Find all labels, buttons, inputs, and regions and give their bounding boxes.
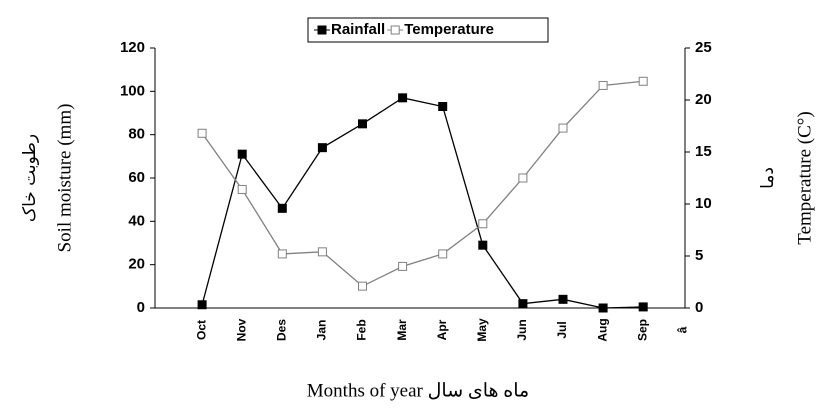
x-tick-label: Aug xyxy=(595,318,609,341)
legend-box xyxy=(307,17,549,43)
x-tick-label: May xyxy=(475,318,489,342)
y-tick-label: 80 xyxy=(128,126,145,143)
y-tick-label: 0 xyxy=(137,299,145,316)
point xyxy=(358,119,367,129)
point xyxy=(638,302,648,312)
point xyxy=(358,281,367,291)
point xyxy=(317,143,327,153)
x-tick-label: Nov xyxy=(234,318,248,341)
point xyxy=(478,219,488,229)
y-axis-title: Soil moisture (mm) xyxy=(54,104,75,253)
point xyxy=(398,261,408,271)
point xyxy=(277,203,287,213)
x-tick-label: Jul xyxy=(555,321,569,338)
point xyxy=(237,184,247,194)
y-tick-label: 120 xyxy=(120,39,145,56)
x-tick-label: â xyxy=(675,326,689,333)
legend-label: Rainfall xyxy=(331,21,385,38)
x-tick-label: Mar xyxy=(395,319,409,341)
y-tick-label: 40 xyxy=(128,212,145,229)
legend-label: Temperature xyxy=(404,21,494,38)
point xyxy=(478,240,488,250)
point xyxy=(598,303,608,313)
point xyxy=(638,76,648,86)
x-tick-label: Oct xyxy=(194,320,208,340)
y-tick-label: 60 xyxy=(128,169,145,186)
y2-tick-label: 15 xyxy=(695,143,712,160)
x-tick-label: Des xyxy=(274,319,288,341)
y2-axis-title: Temperature (C°) xyxy=(794,111,815,244)
series-line xyxy=(201,80,644,287)
y2-tick-label: 0 xyxy=(695,299,703,316)
x-tick-label: Sep xyxy=(635,319,649,341)
point xyxy=(197,128,207,138)
point xyxy=(398,93,408,103)
y2-tick-label: 5 xyxy=(695,247,703,264)
y2-tick-label: 20 xyxy=(695,91,712,108)
point xyxy=(197,300,207,310)
x-axis-title: Months of year ماه های سال xyxy=(307,380,529,401)
point xyxy=(237,149,247,159)
x-tick-label: Jan xyxy=(315,320,329,341)
point xyxy=(438,102,448,111)
point xyxy=(598,80,608,90)
point xyxy=(558,123,568,133)
point xyxy=(317,247,327,257)
x-tick-label: Jun xyxy=(515,319,529,340)
x-tick-label: Apr xyxy=(435,319,449,340)
legend-marker xyxy=(390,25,400,35)
point xyxy=(518,299,528,309)
y-tick-label: 20 xyxy=(128,256,145,273)
point xyxy=(438,249,448,259)
series-line xyxy=(201,97,644,309)
y2-tick-label: 10 xyxy=(695,195,712,212)
point xyxy=(558,294,568,304)
y2-tick-label: 25 xyxy=(695,39,712,56)
x-tick-label: Feb xyxy=(355,319,369,340)
y-axis-title-fa: رطوبت خاک xyxy=(20,134,40,222)
y-tick-label: 100 xyxy=(120,82,145,99)
point xyxy=(518,173,528,183)
legend-marker xyxy=(317,25,327,35)
y2-axis-title-fa: دما xyxy=(758,167,778,189)
point xyxy=(277,249,287,259)
